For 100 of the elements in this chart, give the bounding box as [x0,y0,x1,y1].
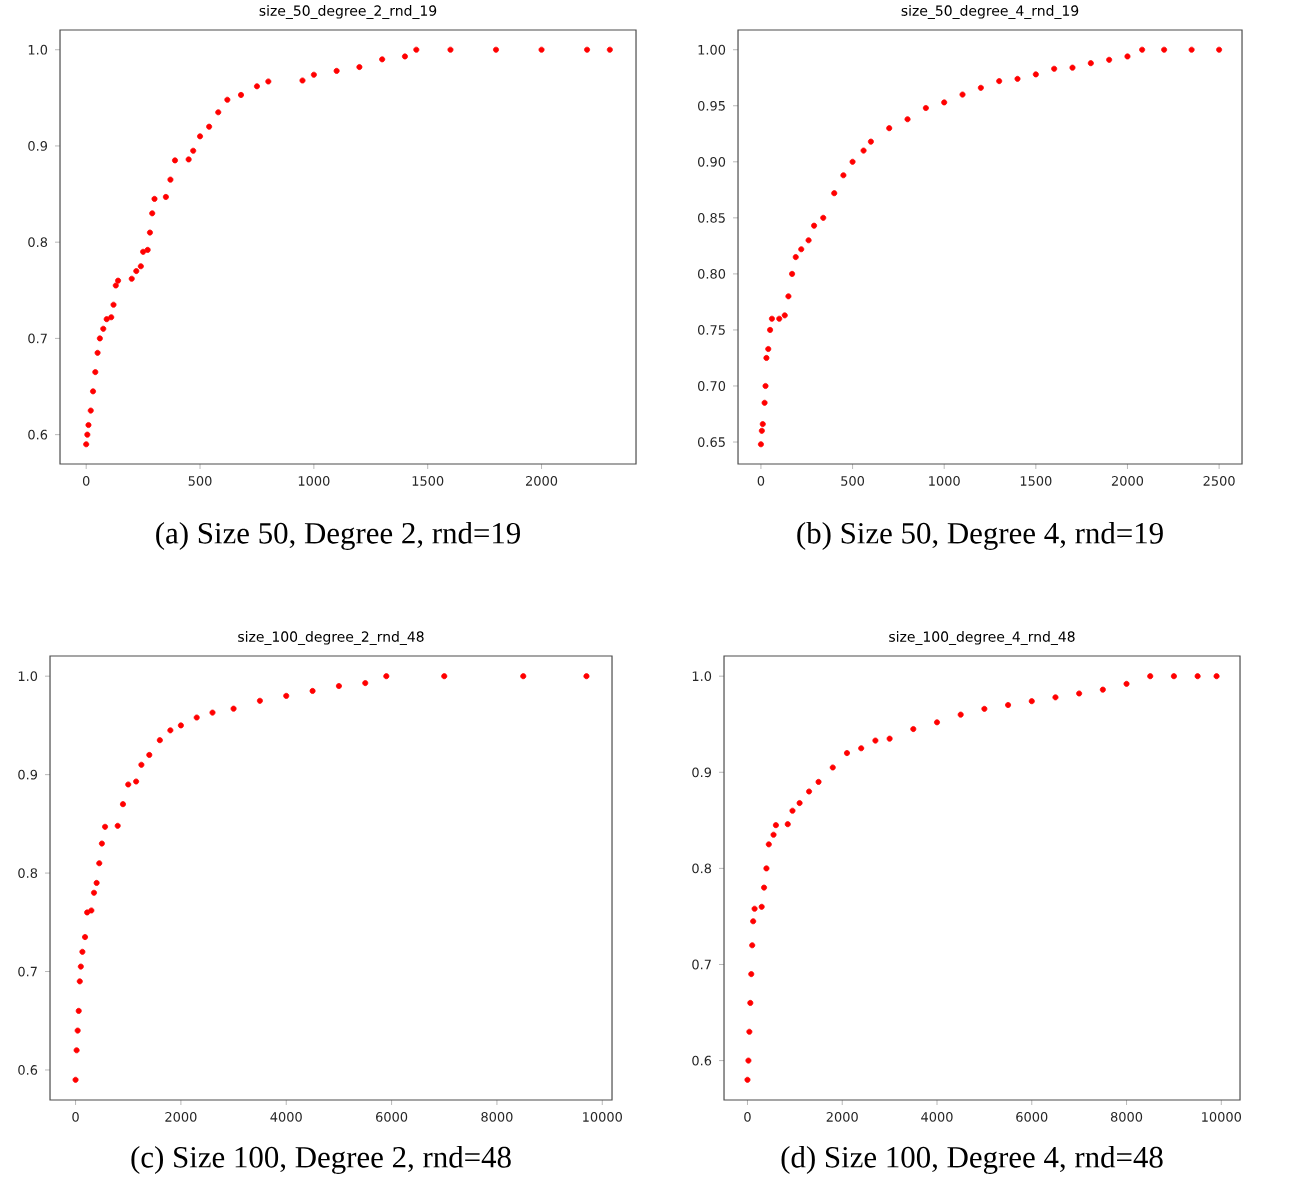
point [1213,673,1220,680]
point [265,78,272,85]
point [206,123,213,130]
point [762,382,769,389]
point [1147,673,1154,680]
point [197,133,204,140]
point [922,105,929,111]
point [215,109,222,116]
point [110,301,117,308]
point [770,831,777,838]
point [996,78,1003,85]
point [934,719,940,726]
point [1069,64,1076,71]
point [167,176,174,183]
point [904,116,911,123]
point [441,673,448,680]
point [1076,690,1083,697]
point [747,999,754,1006]
point [840,172,847,179]
point [190,147,197,154]
point [144,246,151,253]
point [1052,694,1059,701]
point [1124,53,1131,60]
point [867,138,874,145]
point [167,727,174,734]
point [84,431,91,438]
point [583,673,590,680]
point [151,195,158,202]
point [767,326,774,333]
point [128,275,135,282]
point [757,441,764,448]
point [750,918,757,925]
point [1170,673,1177,680]
text: (a) Size 50, Degree 2, rnd=19 [156,521,520,551]
point [761,884,768,891]
point [763,354,770,361]
point [1032,71,1039,78]
point [253,83,260,90]
point [310,71,317,78]
point [309,687,316,694]
point [820,214,827,221]
point [103,316,110,323]
point [796,800,803,807]
point [758,903,765,910]
point [1194,673,1201,680]
point [1161,46,1168,53]
point [74,1027,81,1034]
point [100,325,107,332]
point [941,99,948,106]
point [606,46,613,53]
point [781,312,788,319]
point [96,860,103,867]
point [256,697,263,704]
point [224,96,231,103]
point [744,1076,751,1083]
point [858,745,865,752]
point [765,841,772,848]
point [831,190,838,197]
point [112,282,119,289]
point [815,778,822,785]
point [146,751,153,758]
point [1005,702,1012,708]
point [759,421,766,428]
point [1087,60,1094,67]
point [765,346,772,352]
point [763,865,770,872]
point [77,963,84,970]
point [133,778,140,785]
point [185,156,192,163]
point [772,822,779,829]
point [193,714,200,721]
point [745,1057,752,1064]
point [1139,46,1146,53]
point [1014,75,1021,82]
point [83,441,90,448]
point [910,726,917,733]
point [82,934,89,941]
point [283,692,290,699]
point [1051,65,1058,72]
point [93,879,100,886]
point [977,84,984,91]
point [493,46,499,53]
point [957,711,964,718]
point [108,314,115,321]
point [76,978,83,985]
point [94,349,101,356]
point [806,788,813,795]
point [84,909,91,916]
point [72,1076,79,1083]
point [133,268,140,275]
point [776,315,783,322]
point [85,422,92,429]
point [119,801,126,808]
point [413,46,420,53]
point [156,737,163,744]
point [886,125,893,132]
point [146,229,153,236]
point [379,56,386,63]
point [137,263,144,270]
point [860,147,867,154]
